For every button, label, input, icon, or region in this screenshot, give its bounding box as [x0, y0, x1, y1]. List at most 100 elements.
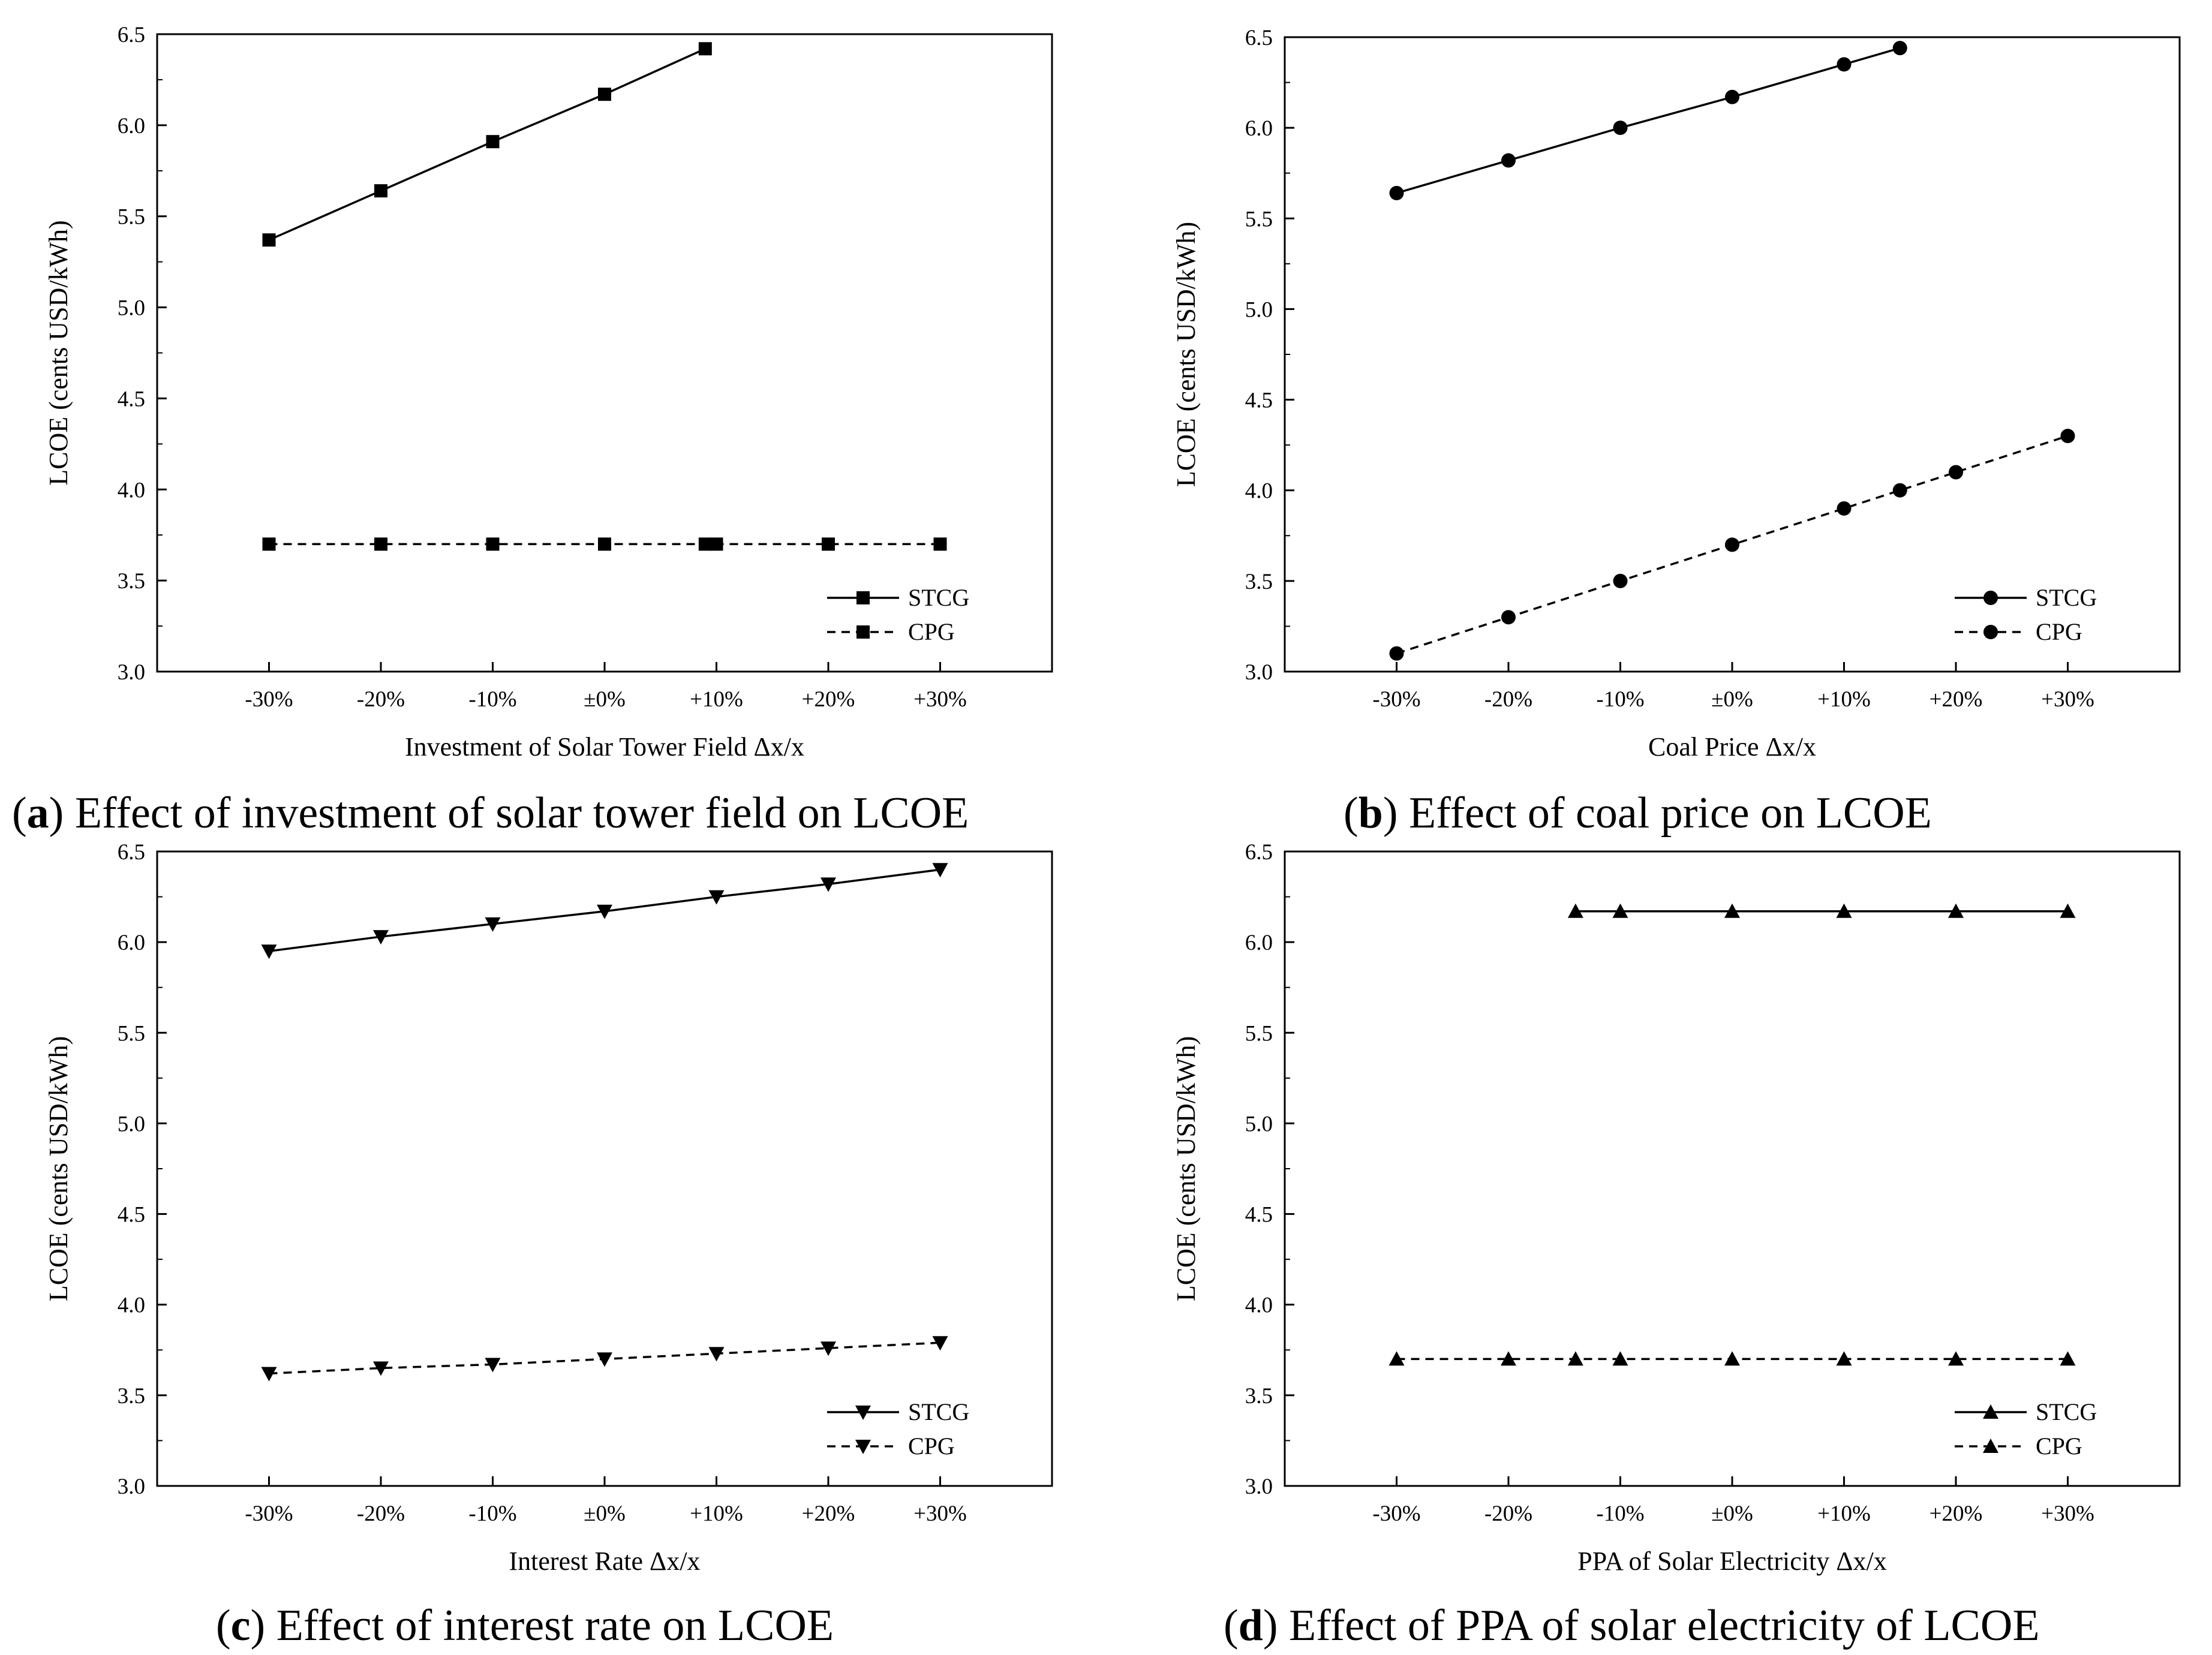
caption-paren: ) — [1263, 1601, 1278, 1650]
x-tick-label: ±0% — [584, 687, 626, 712]
data-point-stcg — [821, 877, 836, 892]
data-point-cpg — [1612, 1351, 1628, 1366]
y-tick-label: 6.0 — [118, 931, 145, 955]
x-tick-label: -20% — [357, 687, 405, 712]
series-stcg — [1389, 41, 1907, 200]
y-axis-title: LCOE (cents USD/kWh) — [1171, 1036, 1201, 1301]
caption-paren: ( — [216, 1601, 231, 1650]
y-tick-label: 5.0 — [118, 296, 145, 321]
y-tick-label: 6.5 — [118, 840, 145, 865]
y-tick-label: 4.5 — [118, 1203, 145, 1227]
series-stcg — [1567, 903, 2076, 918]
series-stcg — [262, 42, 712, 247]
caption-tag: b — [1359, 789, 1383, 838]
panel-caption: (d) Effect of PPA of solar electricity o… — [1224, 1601, 2040, 1650]
caption-paren: ( — [12, 789, 27, 838]
data-point-cpg — [1567, 1351, 1583, 1366]
legend: STCG CPG — [827, 584, 969, 645]
data-point-cpg — [486, 537, 500, 551]
caption-tag: c — [231, 1601, 251, 1650]
data-point-cpg — [1613, 573, 1628, 588]
x-tick-label: +10% — [690, 687, 743, 712]
x-tick-label: +10% — [690, 1501, 743, 1526]
series-cpg — [262, 537, 947, 551]
y-tick-label: 3.0 — [1245, 660, 1273, 685]
data-point-cpg — [932, 1336, 948, 1351]
x-tick-label: -30% — [245, 687, 293, 712]
data-point-stcg — [485, 917, 501, 932]
y-tick-label: 3.5 — [118, 1384, 145, 1409]
data-point-stcg — [261, 944, 277, 959]
x-tick-label: ±0% — [1711, 687, 1753, 712]
x-tick-label: +30% — [913, 687, 967, 712]
series-cpg — [1389, 429, 2075, 661]
legend-label-cpg: CPG — [908, 1433, 955, 1460]
chart-panel-c: 3.0 3.5 4.0 4.5 5.0 5.5 6.0 6.5 -30% -20% -10% ±0% +… — [44, 840, 1053, 1650]
y-tick-label: 5.5 — [118, 1021, 145, 1046]
caption-tag: d — [1239, 1601, 1263, 1650]
y-tick-label: 6.5 — [118, 23, 145, 47]
legend-marker-cpg — [1983, 1439, 1998, 1453]
legend: STCG CPG — [1955, 584, 2097, 645]
caption-paren: ( — [1344, 789, 1359, 838]
data-point-stcg — [932, 863, 948, 878]
data-point-cpg — [1948, 1351, 1964, 1366]
x-tick-label: +20% — [1930, 1501, 1983, 1526]
data-point-cpg — [822, 537, 835, 551]
legend-label-stcg: STCG — [908, 1398, 969, 1425]
data-point-cpg — [374, 537, 387, 551]
y-tick-label: 4.5 — [1245, 389, 1273, 413]
caption-paren: ) — [1383, 789, 1398, 838]
y-tick-label: 5.5 — [1245, 207, 1273, 231]
data-point-stcg — [1948, 903, 1964, 918]
plot-frame — [1284, 36, 2181, 673]
panel-caption: (b) Effect of coal price on LCOE — [1344, 789, 1932, 838]
data-point-stcg — [1567, 903, 1583, 918]
caption-text: Effect of interest rate on LCOE — [265, 1601, 834, 1650]
x-tick-label: -20% — [357, 1501, 405, 1526]
legend: STCG CPG — [1955, 1398, 2097, 1460]
data-point-cpg — [1725, 537, 1739, 552]
y-tick-label: 3.0 — [118, 1475, 145, 1499]
data-point-cpg — [373, 1361, 389, 1376]
legend-marker-stcg — [856, 591, 870, 604]
y-tick-label: 4.0 — [1245, 1293, 1273, 1318]
y-tick-label: 6.5 — [1245, 840, 1273, 865]
data-point-cpg — [821, 1341, 836, 1356]
y-tick-label: 3.0 — [1245, 1475, 1273, 1499]
legend-label-stcg: STCG — [908, 584, 969, 611]
caption-tag: a — [27, 789, 49, 838]
data-point-cpg — [1501, 1351, 1516, 1366]
x-tick-label: -30% — [1372, 1501, 1420, 1526]
chart-panel-a: 3.0 3.5 4.0 4.5 5.0 5.5 6.0 6.5 -30% -20% -10% ±0% +… — [12, 23, 1053, 838]
x-tick-label: -20% — [1484, 687, 1532, 712]
y-tick-label: 6.0 — [1245, 931, 1273, 955]
data-point-stcg — [2060, 903, 2076, 918]
y-tick-label: 6.0 — [118, 114, 145, 139]
x-tick-label: +20% — [802, 1501, 855, 1526]
legend-marker-cpg — [1983, 625, 1998, 639]
data-point-stcg — [373, 930, 389, 945]
legend-label-stcg: STCG — [2036, 1398, 2097, 1425]
y-tick-label: 5.0 — [118, 1112, 145, 1136]
plot-frame — [1284, 850, 2181, 1487]
x-tick-label: -10% — [1596, 1501, 1644, 1526]
data-point-stcg — [1724, 903, 1740, 918]
y-tick-label: 3.5 — [1245, 570, 1273, 594]
series-stcg — [261, 863, 948, 959]
data-point-stcg — [262, 233, 276, 247]
data-point-cpg — [1724, 1351, 1740, 1366]
x-axis-title: Investment of Solar Tower Field Δx/x — [405, 732, 804, 762]
series-line-cpg — [1396, 435, 2069, 655]
data-point-cpg — [933, 537, 947, 551]
legend-marker-stcg — [1983, 591, 1998, 605]
y-tick-label: 4.5 — [1245, 1203, 1273, 1227]
y-tick-label: 3.5 — [118, 569, 145, 594]
y-axis-title: LCOE (cents USD/kWh) — [44, 220, 73, 485]
caption-text: Effect of investment of solar tower fiel… — [64, 789, 969, 838]
y-tick-label: 3.0 — [118, 660, 145, 685]
x-tick-label: -10% — [468, 1501, 516, 1526]
x-tick-label: -10% — [1596, 687, 1644, 712]
legend: STCG CPG — [827, 1398, 969, 1460]
panel-caption: (a) Effect of investment of solar tower … — [12, 789, 969, 838]
